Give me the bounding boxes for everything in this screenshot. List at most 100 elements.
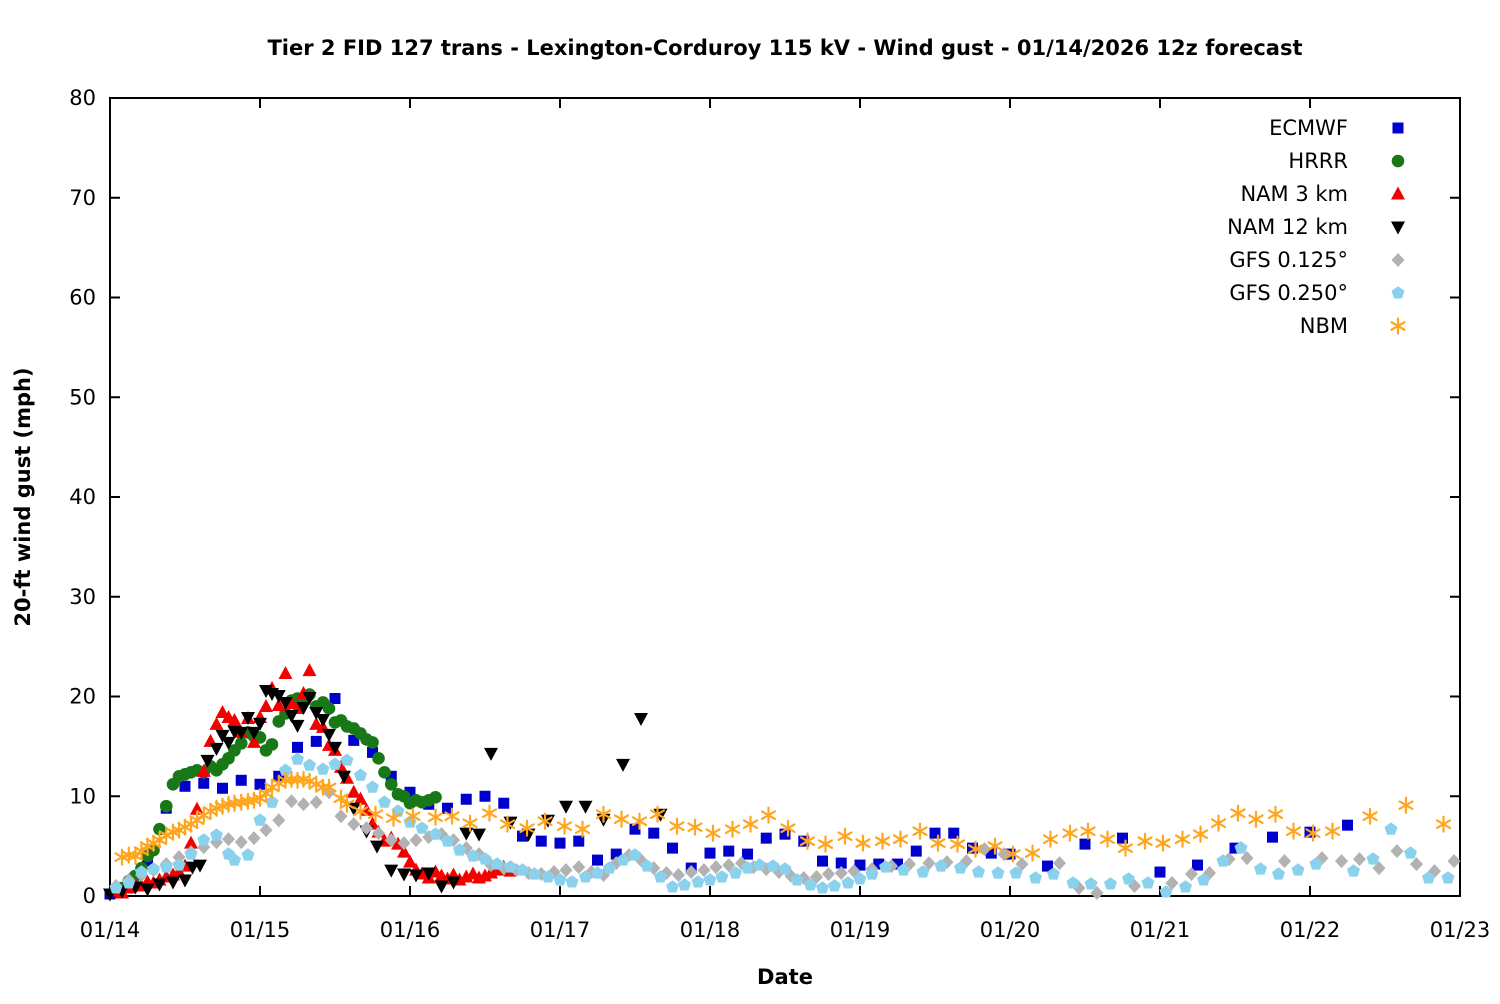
data-point-marker xyxy=(127,847,144,865)
data-point-marker xyxy=(910,845,922,857)
data-point-marker xyxy=(179,780,191,792)
y-tick-label: 30 xyxy=(69,585,96,609)
data-point-marker xyxy=(159,860,173,873)
data-point-marker xyxy=(140,883,155,897)
data-point-marker xyxy=(404,786,416,798)
legend-label: GFS 0.125° xyxy=(1229,248,1348,272)
data-point-marker xyxy=(1267,831,1278,843)
data-point-marker xyxy=(209,742,224,756)
legend-label: HRRR xyxy=(1288,149,1348,173)
data-point-marker xyxy=(479,790,491,802)
data-point-marker xyxy=(897,863,910,876)
data-point-marker xyxy=(628,848,642,861)
data-point-marker xyxy=(1342,819,1353,831)
data-point-marker xyxy=(303,758,316,771)
data-point-marker xyxy=(166,876,180,890)
data-point-marker xyxy=(209,716,224,730)
data-point-marker xyxy=(537,812,553,830)
data-point-marker xyxy=(347,817,361,832)
data-point-marker xyxy=(916,865,930,878)
data-point-marker xyxy=(742,815,759,833)
data-point-marker xyxy=(234,835,248,850)
data-point-marker xyxy=(822,867,835,882)
data-point-marker xyxy=(804,878,817,891)
data-point-marker xyxy=(1278,854,1291,869)
data-point-marker xyxy=(309,795,323,810)
data-point-marker xyxy=(1137,832,1153,850)
data-point-marker xyxy=(541,870,555,883)
data-point-marker xyxy=(1005,845,1021,863)
y-tick-label: 0 xyxy=(83,884,96,908)
data-point-marker xyxy=(603,861,616,874)
y-axis-label: 20-ft wind gust (mph) xyxy=(11,367,35,626)
data-point-marker xyxy=(1090,886,1104,901)
data-point-marker xyxy=(152,878,167,892)
data-point-marker xyxy=(253,717,267,731)
data-point-marker xyxy=(235,774,247,786)
data-point-marker xyxy=(684,865,698,880)
data-point-marker xyxy=(1159,885,1173,898)
data-point-marker xyxy=(241,711,255,725)
data-point-marker xyxy=(934,859,948,872)
data-point-marker xyxy=(1410,857,1423,872)
data-point-marker xyxy=(1234,841,1248,854)
data-point-marker xyxy=(1155,834,1171,852)
data-point-marker xyxy=(133,842,150,860)
data-point-marker xyxy=(403,854,417,868)
data-point-marker xyxy=(1248,810,1264,828)
data-point-marker xyxy=(291,752,304,765)
data-point-marker xyxy=(723,845,735,857)
data-point-marker xyxy=(316,762,330,775)
data-point-marker xyxy=(666,880,679,893)
data-point-marker xyxy=(284,709,299,723)
y-tick-label: 70 xyxy=(69,186,96,210)
data-point-marker xyxy=(634,712,648,726)
data-point-marker xyxy=(247,734,261,748)
data-point-marker xyxy=(1285,822,1302,840)
y-tick-label: 10 xyxy=(69,784,96,808)
data-point-marker xyxy=(340,753,354,766)
data-point-marker xyxy=(874,832,891,850)
data-point-marker xyxy=(196,763,211,777)
data-point-marker xyxy=(302,663,317,677)
data-point-marker xyxy=(1141,876,1155,889)
data-point-marker xyxy=(798,835,810,847)
data-point-marker xyxy=(1254,862,1267,875)
data-point-marker xyxy=(841,876,855,889)
series-nbm xyxy=(114,770,1452,866)
data-point-marker xyxy=(649,805,666,823)
data-point-marker xyxy=(352,802,369,820)
legend-entry-gfs-0-125-: GFS 0.125° xyxy=(1229,248,1405,272)
data-point-marker xyxy=(629,823,641,835)
data-point-marker xyxy=(1174,830,1191,848)
data-point-marker xyxy=(391,804,405,817)
data-point-marker xyxy=(1099,830,1116,848)
data-point-marker xyxy=(234,726,249,740)
data-point-marker xyxy=(779,828,791,840)
data-point-marker xyxy=(442,802,453,814)
legend-entry-nam-3-km: NAM 3 km xyxy=(1240,182,1405,206)
data-point-marker xyxy=(1422,871,1435,884)
data-point-marker xyxy=(1404,846,1417,859)
data-point-marker xyxy=(579,870,592,883)
data-point-marker xyxy=(985,847,997,859)
data-point-marker xyxy=(172,858,186,871)
data-point-marker xyxy=(828,879,841,892)
data-point-marker xyxy=(198,777,210,789)
data-point-marker xyxy=(1324,822,1341,840)
data-point-marker xyxy=(967,840,984,858)
data-point-marker xyxy=(385,770,397,782)
pentagon-legend-marker-icon xyxy=(1391,286,1405,299)
data-point-marker xyxy=(912,822,928,840)
legend: ECMWF HRRR NAM 3 km NAM 12 km GFS 0.125° GFS … xyxy=(1227,116,1406,338)
data-point-marker xyxy=(1104,877,1117,890)
data-point-marker xyxy=(385,809,402,827)
data-point-marker xyxy=(816,881,829,894)
data-point-marker xyxy=(949,835,966,853)
data-point-marker xyxy=(1366,852,1380,865)
square-legend-marker-icon xyxy=(1392,122,1404,134)
data-point-marker xyxy=(535,835,547,847)
data-point-marker xyxy=(334,809,348,824)
data-point-marker xyxy=(253,813,267,826)
data-point-marker xyxy=(328,757,342,770)
